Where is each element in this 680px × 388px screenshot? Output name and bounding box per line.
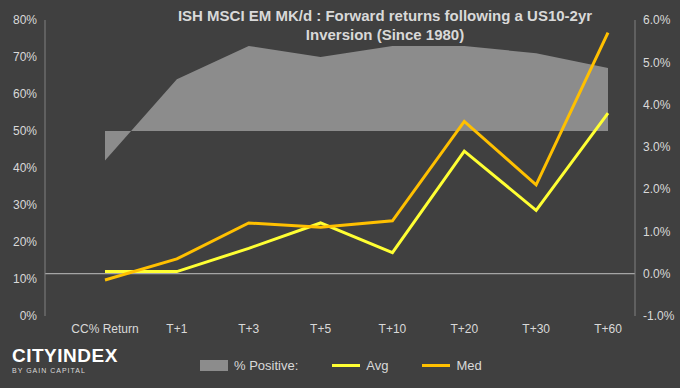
html-text:% Positive:: % Positive: bbox=[234, 358, 299, 373]
svg-text:80%: 80% bbox=[13, 13, 37, 27]
svg-text:T+1: T+1 bbox=[166, 322, 187, 336]
svg-text:4.0%: 4.0% bbox=[643, 98, 671, 112]
svg-text:T+10: T+10 bbox=[379, 322, 407, 336]
svg-text:40%: 40% bbox=[13, 161, 37, 175]
svg-text:T+20: T+20 bbox=[450, 322, 478, 336]
svg-text:60%: 60% bbox=[13, 87, 37, 101]
html-text:ISH MSCI EM MK/d : Forward ret: ISH MSCI EM MK/d : Forward returns follo… bbox=[177, 7, 593, 43]
svg-text:2.0%: 2.0% bbox=[643, 182, 671, 196]
svg-text:5.0%: 5.0% bbox=[643, 56, 671, 70]
svg-text:T+3: T+3 bbox=[238, 322, 259, 336]
html-text:BY GAIN CAPITAL: BY GAIN CAPITAL bbox=[12, 367, 86, 374]
html-text:Med: Med bbox=[456, 358, 482, 373]
svg-text:6.0%: 6.0% bbox=[643, 13, 671, 27]
html-text:Avg: Avg bbox=[366, 358, 389, 373]
svg-text:10%: 10% bbox=[13, 272, 37, 286]
svg-text:50%: 50% bbox=[13, 124, 37, 138]
svg-text:0%: 0% bbox=[20, 309, 38, 323]
svg-text:0.0%: 0.0% bbox=[643, 267, 671, 281]
svg-text:3.0%: 3.0% bbox=[643, 140, 671, 154]
svg-text:20%: 20% bbox=[13, 235, 37, 249]
svg-text:T+5: T+5 bbox=[310, 322, 331, 336]
svg-text:1.0%: 1.0% bbox=[643, 225, 671, 239]
html-text:CITYINDEX: CITYINDEX bbox=[12, 345, 118, 366]
svg-text:30%: 30% bbox=[13, 198, 37, 212]
svg-text:70%: 70% bbox=[13, 50, 37, 64]
svg-text:-1.0%: -1.0% bbox=[643, 309, 672, 323]
svg-text:T+30: T+30 bbox=[522, 322, 550, 336]
svg-text:T+60: T+60 bbox=[594, 322, 622, 336]
svg-text:CC% Return: CC% Return bbox=[71, 322, 138, 336]
